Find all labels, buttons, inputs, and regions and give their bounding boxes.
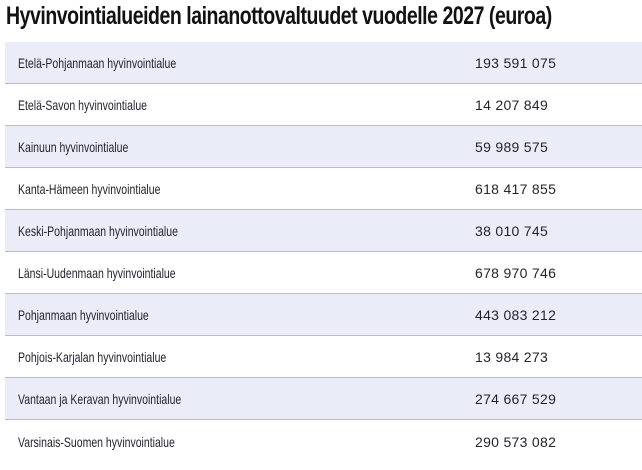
table-row: Etelä-Savon hyvinvointialue 14 207 849 <box>5 84 642 126</box>
row-label: Pohjois-Karjalan hyvinvointialue <box>18 348 167 365</box>
table-row: Vantaan ja Keravan hyvinvointialue 274 6… <box>5 378 642 420</box>
allocations-table: Etelä-Pohjanmaan hyvinvointialue 193 591… <box>5 42 642 464</box>
row-value: 678 970 746 <box>475 264 557 281</box>
table-row: Keski-Pohjanmaan hyvinvointialue 38 010 … <box>5 210 642 252</box>
table-row: Pohjanmaan hyvinvointialue 443 083 212 <box>5 294 642 336</box>
row-label: Pohjanmaan hyvinvointialue <box>18 306 149 323</box>
row-value: 274 667 529 <box>475 390 557 407</box>
row-value: 290 573 082 <box>475 434 557 450</box>
row-label: Kanta-Hämeen hyvinvointialue <box>18 180 161 197</box>
row-label: Varsinais-Suomen hyvinvointialue <box>18 434 175 450</box>
table-row: Varsinais-Suomen hyvinvointialue 290 573… <box>5 420 642 464</box>
row-value: 443 083 212 <box>475 306 557 323</box>
row-value: 59 989 575 <box>475 138 549 155</box>
row-label: Etelä-Pohjanmaan hyvinvointialue <box>18 54 177 71</box>
row-value: 193 591 075 <box>475 54 557 71</box>
row-label: Kainuun hyvinvointialue <box>18 138 129 155</box>
table-row: Kanta-Hämeen hyvinvointialue 618 417 855 <box>5 168 642 210</box>
row-label: Länsi-Uudenmaan hyvinvointialue <box>18 264 176 281</box>
row-value: 38 010 745 <box>475 222 549 239</box>
page-title: Hyvinvointialueiden lainanottovaltuudet … <box>6 2 552 30</box>
table-row: Pohjois-Karjalan hyvinvointialue 13 984 … <box>5 336 642 378</box>
row-label: Vantaan ja Keravan hyvinvointialue <box>18 390 182 407</box>
table-row: Kainuun hyvinvointialue 59 989 575 <box>5 126 642 168</box>
row-value: 13 984 273 <box>475 348 549 365</box>
row-value: 14 207 849 <box>475 96 549 113</box>
table-row: Etelä-Pohjanmaan hyvinvointialue 193 591… <box>5 42 642 84</box>
row-label: Keski-Pohjanmaan hyvinvointialue <box>18 222 178 239</box>
row-value: 618 417 855 <box>475 180 557 197</box>
row-label: Etelä-Savon hyvinvointialue <box>18 96 147 113</box>
table-row: Länsi-Uudenmaan hyvinvointialue 678 970 … <box>5 252 642 294</box>
